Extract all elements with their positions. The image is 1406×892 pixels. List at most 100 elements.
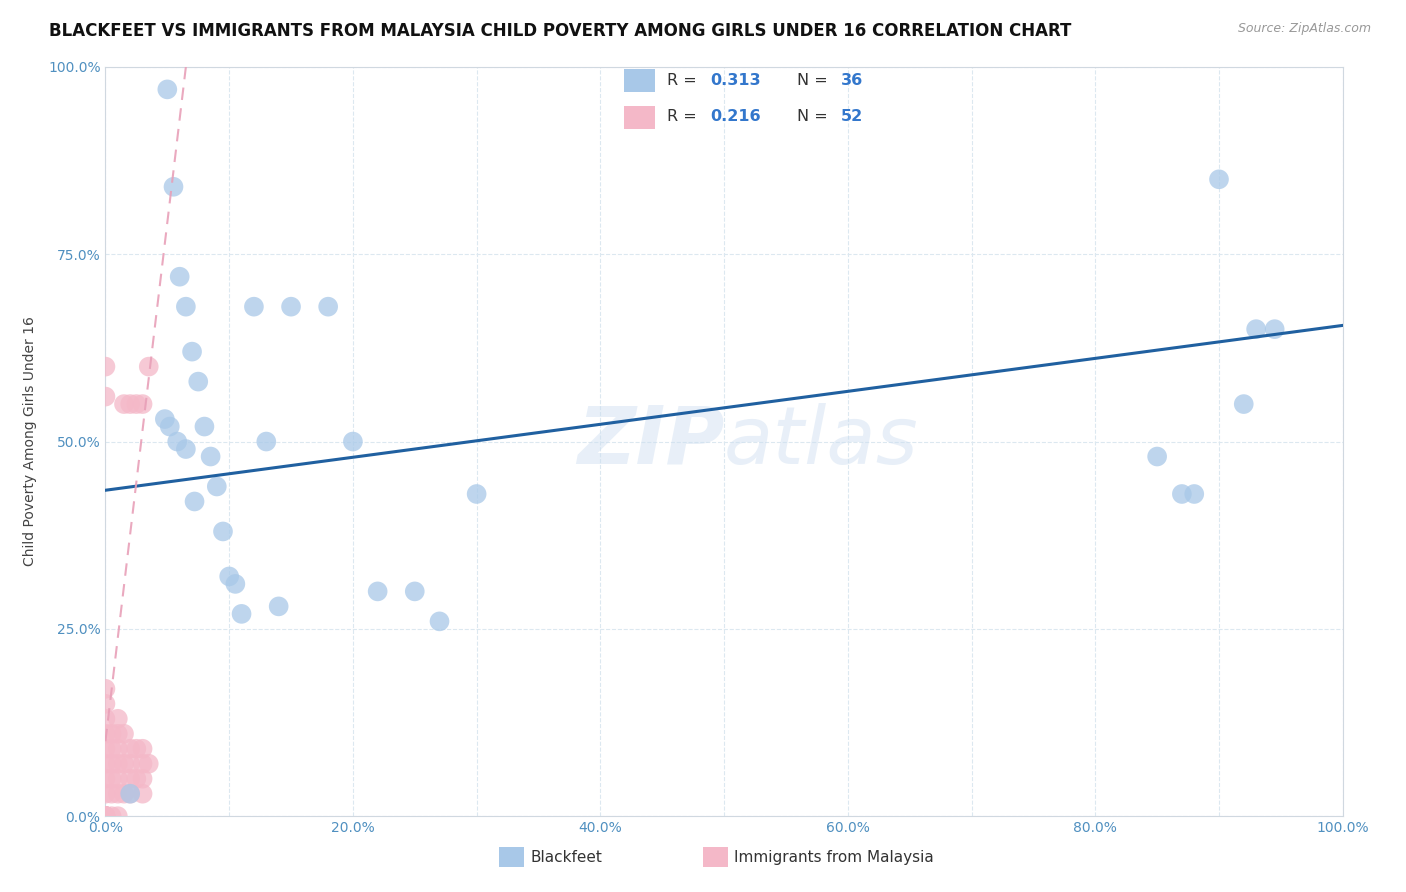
Point (107, 809, 129, 823)
Point (125, 741, 148, 756)
Point (120, 787, 142, 801)
Point (131, 787, 153, 801)
Point (107, 741, 129, 756)
FancyBboxPatch shape (624, 106, 655, 128)
Point (94, 681, 117, 696)
Text: N =: N = (797, 109, 834, 124)
Point (169, 269, 191, 284)
FancyBboxPatch shape (703, 847, 728, 867)
Point (94, 359, 117, 374)
Point (94, 809, 117, 823)
Point (153, 412, 176, 426)
Point (94, 809, 117, 823)
Point (125, 397, 148, 411)
FancyBboxPatch shape (624, 70, 655, 92)
Point (100, 809, 122, 823)
Text: 0.216: 0.216 (710, 109, 761, 124)
Point (131, 772, 153, 786)
Point (120, 397, 142, 411)
Point (367, 584, 389, 599)
Point (94, 809, 117, 823)
Point (94, 390, 117, 404)
Point (342, 434, 364, 449)
Point (243, 300, 266, 314)
Point (218, 569, 240, 583)
Point (120, 756, 142, 771)
Point (212, 524, 235, 539)
Point (100, 756, 122, 771)
Point (138, 756, 160, 771)
Point (183, 494, 205, 508)
Point (94, 772, 117, 786)
Point (112, 727, 135, 741)
Point (181, 344, 204, 359)
Point (254, 434, 277, 449)
Point (120, 772, 142, 786)
Point (200, 450, 222, 464)
Point (94, 787, 117, 801)
Text: Blackfeet: Blackfeet (530, 850, 602, 864)
Point (94, 809, 117, 823)
Point (112, 397, 135, 411)
Point (107, 772, 129, 786)
Point (94, 809, 117, 823)
Text: 0.313: 0.313 (710, 73, 761, 88)
Point (107, 727, 129, 741)
Point (100, 787, 122, 801)
Point (125, 772, 148, 786)
Point (138, 359, 160, 374)
Point (94, 712, 117, 726)
Point (94, 809, 117, 823)
Point (100, 741, 122, 756)
Point (107, 756, 129, 771)
Point (193, 419, 215, 434)
Point (1244, 322, 1267, 336)
Point (94, 697, 117, 711)
Point (107, 787, 129, 801)
Point (131, 741, 153, 756)
Point (174, 300, 197, 314)
Point (94, 809, 117, 823)
Point (404, 584, 426, 599)
Point (187, 375, 209, 389)
Point (156, 82, 179, 96)
Text: R =: R = (668, 109, 702, 124)
Text: R =: R = (668, 73, 702, 88)
Text: ZIP: ZIP (576, 402, 724, 481)
Point (94, 809, 117, 823)
Point (174, 442, 197, 456)
Point (107, 712, 129, 726)
Point (112, 787, 135, 801)
Text: Immigrants from Malaysia: Immigrants from Malaysia (734, 850, 934, 864)
Point (100, 772, 122, 786)
Point (280, 300, 302, 314)
Text: N =: N = (797, 73, 834, 88)
FancyBboxPatch shape (499, 847, 524, 867)
Point (166, 434, 188, 449)
Point (120, 741, 142, 756)
Point (112, 756, 135, 771)
Point (205, 479, 228, 493)
Point (1182, 487, 1205, 501)
Y-axis label: Child Poverty Among Girls Under 16: Child Poverty Among Girls Under 16 (22, 317, 37, 566)
Point (120, 787, 142, 801)
Point (94, 809, 117, 823)
Text: 52: 52 (841, 109, 863, 124)
Text: Source: ZipAtlas.com: Source: ZipAtlas.com (1237, 22, 1371, 36)
Point (1146, 450, 1168, 464)
Point (94, 727, 117, 741)
Text: 36: 36 (841, 73, 863, 88)
Point (94, 756, 117, 771)
Text: atlas: atlas (724, 402, 920, 481)
Point (131, 397, 153, 411)
Point (1208, 172, 1230, 186)
Point (429, 615, 451, 629)
Point (94, 809, 117, 823)
Point (1171, 487, 1194, 501)
Point (162, 179, 184, 194)
Point (1264, 322, 1286, 336)
Point (1233, 397, 1256, 411)
Point (267, 599, 290, 614)
Point (316, 300, 339, 314)
Point (465, 487, 488, 501)
